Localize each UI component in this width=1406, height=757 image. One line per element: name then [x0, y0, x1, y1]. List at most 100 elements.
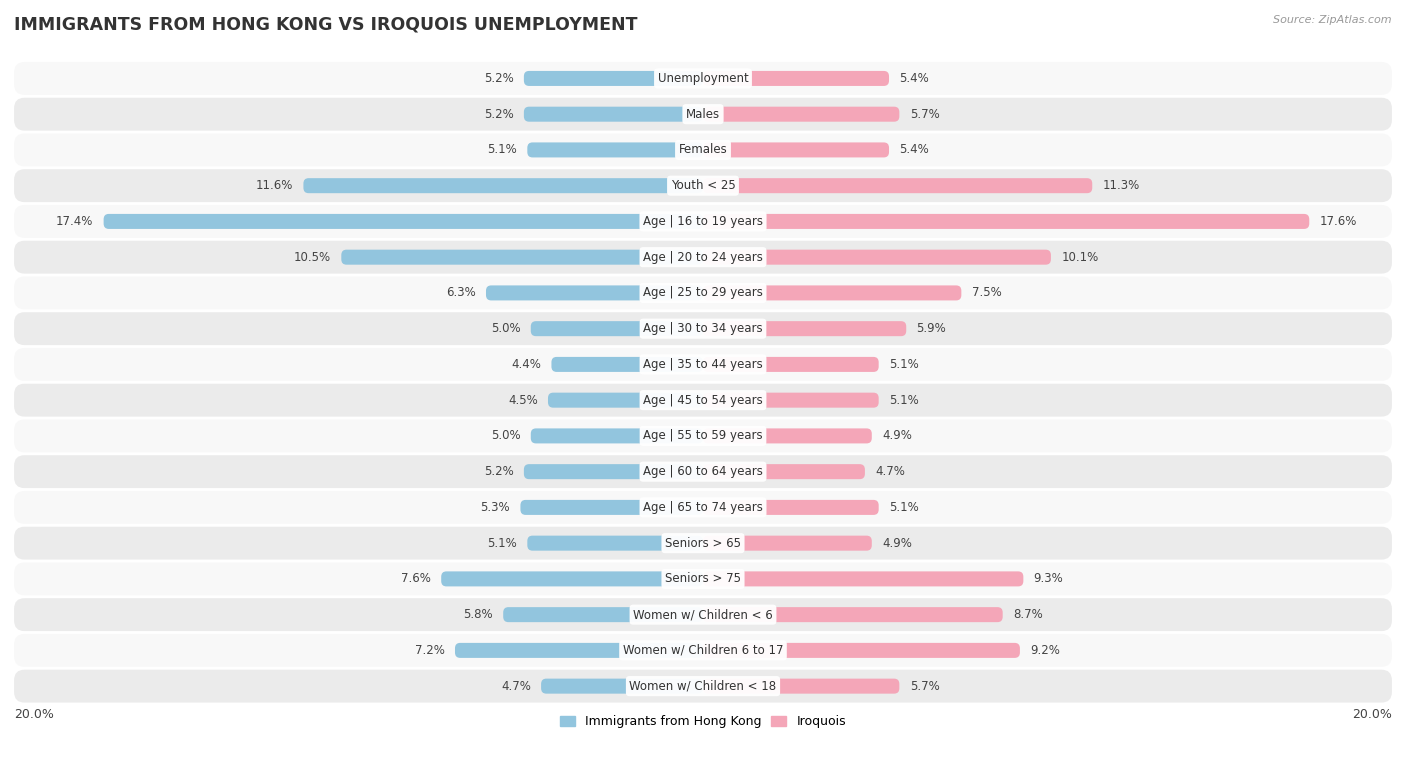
FancyBboxPatch shape	[703, 536, 872, 550]
FancyBboxPatch shape	[703, 285, 962, 301]
Text: 5.1%: 5.1%	[488, 537, 517, 550]
FancyBboxPatch shape	[527, 142, 703, 157]
Text: Age | 65 to 74 years: Age | 65 to 74 years	[643, 501, 763, 514]
FancyBboxPatch shape	[342, 250, 703, 265]
FancyBboxPatch shape	[703, 464, 865, 479]
Text: Age | 55 to 59 years: Age | 55 to 59 years	[643, 429, 763, 442]
FancyBboxPatch shape	[14, 62, 1392, 95]
FancyBboxPatch shape	[703, 607, 1002, 622]
Text: Age | 25 to 29 years: Age | 25 to 29 years	[643, 286, 763, 300]
Text: Women w/ Children < 6: Women w/ Children < 6	[633, 608, 773, 621]
FancyBboxPatch shape	[703, 321, 907, 336]
Text: 7.6%: 7.6%	[401, 572, 430, 585]
Text: 9.2%: 9.2%	[1031, 644, 1060, 657]
FancyBboxPatch shape	[520, 500, 703, 515]
FancyBboxPatch shape	[503, 607, 703, 622]
FancyBboxPatch shape	[548, 393, 703, 408]
Legend: Immigrants from Hong Kong, Iroquois: Immigrants from Hong Kong, Iroquois	[555, 710, 851, 733]
FancyBboxPatch shape	[104, 214, 703, 229]
FancyBboxPatch shape	[14, 491, 1392, 524]
FancyBboxPatch shape	[14, 348, 1392, 381]
FancyBboxPatch shape	[703, 643, 1019, 658]
FancyBboxPatch shape	[14, 276, 1392, 310]
Text: 7.2%: 7.2%	[415, 644, 444, 657]
FancyBboxPatch shape	[703, 214, 1309, 229]
FancyBboxPatch shape	[703, 678, 900, 693]
Text: 17.6%: 17.6%	[1320, 215, 1357, 228]
Text: 4.9%: 4.9%	[882, 537, 912, 550]
FancyBboxPatch shape	[703, 428, 872, 444]
Text: 4.7%: 4.7%	[501, 680, 531, 693]
Text: 5.1%: 5.1%	[889, 501, 918, 514]
Text: 5.1%: 5.1%	[488, 143, 517, 157]
Text: 4.4%: 4.4%	[512, 358, 541, 371]
FancyBboxPatch shape	[14, 205, 1392, 238]
Text: Unemployment: Unemployment	[658, 72, 748, 85]
Text: Women w/ Children 6 to 17: Women w/ Children 6 to 17	[623, 644, 783, 657]
FancyBboxPatch shape	[14, 170, 1392, 202]
Text: Age | 16 to 19 years: Age | 16 to 19 years	[643, 215, 763, 228]
Text: 20.0%: 20.0%	[14, 708, 53, 721]
FancyBboxPatch shape	[14, 241, 1392, 273]
FancyBboxPatch shape	[441, 572, 703, 587]
FancyBboxPatch shape	[14, 419, 1392, 453]
FancyBboxPatch shape	[531, 321, 703, 336]
Text: Age | 60 to 64 years: Age | 60 to 64 years	[643, 465, 763, 478]
FancyBboxPatch shape	[14, 527, 1392, 559]
FancyBboxPatch shape	[703, 572, 1024, 587]
Text: 4.9%: 4.9%	[882, 429, 912, 442]
Text: Females: Females	[679, 143, 727, 157]
FancyBboxPatch shape	[703, 71, 889, 86]
Text: Age | 30 to 34 years: Age | 30 to 34 years	[643, 322, 763, 335]
FancyBboxPatch shape	[524, 107, 703, 122]
FancyBboxPatch shape	[703, 500, 879, 515]
FancyBboxPatch shape	[541, 678, 703, 693]
FancyBboxPatch shape	[703, 107, 900, 122]
Text: 10.1%: 10.1%	[1062, 251, 1098, 263]
FancyBboxPatch shape	[14, 634, 1392, 667]
Text: 5.0%: 5.0%	[491, 322, 520, 335]
Text: 6.3%: 6.3%	[446, 286, 475, 300]
FancyBboxPatch shape	[486, 285, 703, 301]
Text: IMMIGRANTS FROM HONG KONG VS IROQUOIS UNEMPLOYMENT: IMMIGRANTS FROM HONG KONG VS IROQUOIS UN…	[14, 15, 637, 33]
Text: 11.6%: 11.6%	[256, 179, 292, 192]
Text: 5.8%: 5.8%	[463, 608, 494, 621]
Text: 5.1%: 5.1%	[889, 358, 918, 371]
FancyBboxPatch shape	[14, 670, 1392, 702]
Text: 5.0%: 5.0%	[491, 429, 520, 442]
Text: Males: Males	[686, 107, 720, 120]
Text: 5.2%: 5.2%	[484, 72, 513, 85]
Text: 5.1%: 5.1%	[889, 394, 918, 407]
FancyBboxPatch shape	[524, 71, 703, 86]
FancyBboxPatch shape	[14, 384, 1392, 416]
Text: 5.3%: 5.3%	[481, 501, 510, 514]
Text: Women w/ Children < 18: Women w/ Children < 18	[630, 680, 776, 693]
Text: 5.2%: 5.2%	[484, 465, 513, 478]
Text: 11.3%: 11.3%	[1102, 179, 1140, 192]
Text: 5.7%: 5.7%	[910, 107, 939, 120]
Text: 9.3%: 9.3%	[1033, 572, 1063, 585]
FancyBboxPatch shape	[551, 357, 703, 372]
Text: 5.7%: 5.7%	[910, 680, 939, 693]
FancyBboxPatch shape	[14, 133, 1392, 167]
Text: Age | 35 to 44 years: Age | 35 to 44 years	[643, 358, 763, 371]
FancyBboxPatch shape	[524, 464, 703, 479]
Text: 4.7%: 4.7%	[875, 465, 905, 478]
Text: 20.0%: 20.0%	[1353, 708, 1392, 721]
FancyBboxPatch shape	[14, 562, 1392, 595]
FancyBboxPatch shape	[14, 98, 1392, 131]
Text: 5.4%: 5.4%	[900, 143, 929, 157]
Text: 4.5%: 4.5%	[508, 394, 537, 407]
FancyBboxPatch shape	[456, 643, 703, 658]
Text: Age | 20 to 24 years: Age | 20 to 24 years	[643, 251, 763, 263]
Text: 17.4%: 17.4%	[56, 215, 93, 228]
Text: 5.4%: 5.4%	[900, 72, 929, 85]
Text: Seniors > 65: Seniors > 65	[665, 537, 741, 550]
FancyBboxPatch shape	[703, 250, 1050, 265]
FancyBboxPatch shape	[703, 142, 889, 157]
FancyBboxPatch shape	[14, 598, 1392, 631]
FancyBboxPatch shape	[527, 536, 703, 550]
Text: 5.9%: 5.9%	[917, 322, 946, 335]
FancyBboxPatch shape	[304, 178, 703, 193]
Text: 7.5%: 7.5%	[972, 286, 1001, 300]
